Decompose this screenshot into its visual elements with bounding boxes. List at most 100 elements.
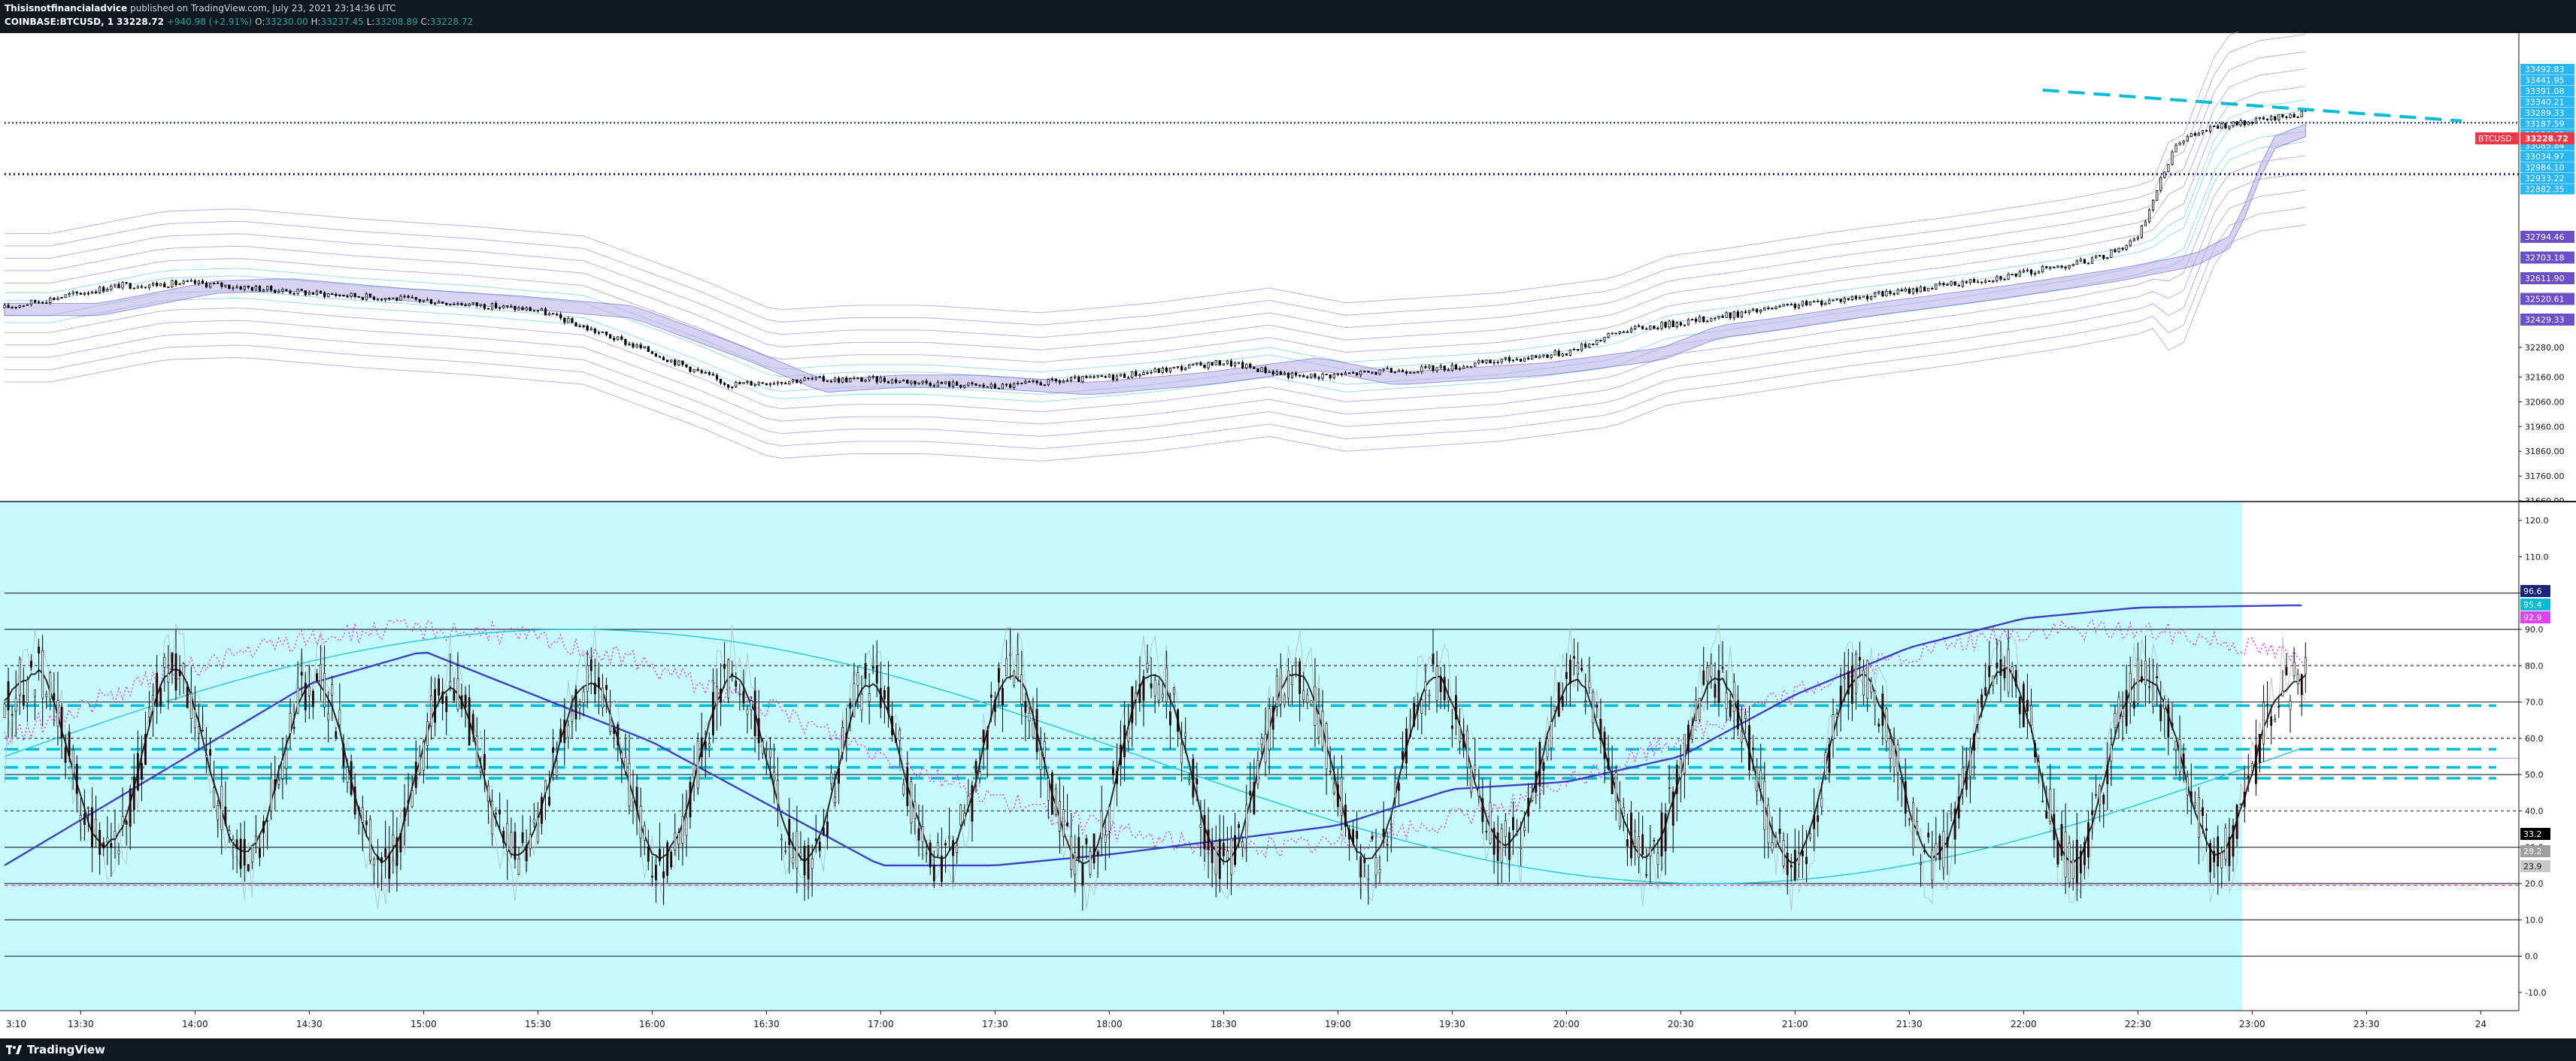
last-price: 33228.72 — [117, 17, 165, 27]
candle-body — [2159, 177, 2162, 191]
candle-body — [384, 298, 387, 301]
oscillator-candle — [1039, 726, 1042, 799]
oscillator-candle — [129, 784, 132, 850]
oscillator-candle — [239, 822, 242, 878]
candle-body — [735, 382, 738, 387]
price-candle — [1835, 299, 1838, 302]
candle-body — [1923, 850, 1926, 852]
candle-body — [1382, 829, 1385, 837]
price-candle — [1611, 332, 1614, 335]
candle-body — [586, 665, 589, 692]
price-candle — [2102, 254, 2105, 260]
oscillator-candle — [1035, 687, 1038, 760]
candle-body — [2041, 800, 2044, 802]
time-axis[interactable]: 3:10 13:30 14:00 14:30 15:00 15:30 16:00 16:30 1… — [0, 1010, 2576, 1038]
price-candle — [1409, 371, 1412, 374]
candle-body — [159, 687, 162, 707]
candle-body — [1988, 665, 1991, 678]
candle-body — [1946, 837, 1949, 847]
candle-body — [1474, 765, 1477, 771]
candle-body — [1809, 833, 1812, 838]
candle-body — [2106, 765, 2109, 784]
price-candle — [41, 302, 44, 305]
time-tick-label: 23:00 — [2239, 1019, 2265, 1029]
candle-body — [471, 714, 474, 735]
candle-body — [2182, 753, 2185, 769]
oscillator-candle — [1916, 807, 1918, 836]
oscillator-candle — [1336, 768, 1339, 817]
oscillator-candle — [1786, 833, 1789, 895]
candle-body — [700, 370, 703, 373]
candle-body — [1435, 367, 1438, 371]
price-candle — [1302, 373, 1305, 377]
candle-body — [1870, 681, 1873, 693]
candle-body — [692, 764, 696, 778]
oscillator-candle — [662, 847, 665, 905]
oscillator-candle — [1226, 826, 1229, 890]
oscillator-candle — [95, 796, 98, 848]
candle-body — [1341, 777, 1343, 816]
price-pane[interactable] — [0, 32, 2519, 502]
oscillator-candle — [952, 835, 955, 884]
oscillator-candle — [1504, 813, 1507, 856]
oscillator-candle — [56, 671, 59, 746]
candle-body — [1089, 376, 1092, 378]
candle-body — [45, 302, 48, 304]
candle-body — [647, 846, 650, 862]
candle-body — [239, 286, 242, 290]
candle-body — [71, 291, 74, 295]
candle-body — [1047, 379, 1050, 386]
candle-body — [1630, 812, 1632, 859]
oscillator-candle — [1611, 745, 1614, 795]
oscillator-candle — [1832, 698, 1835, 758]
price-candle — [1192, 363, 1195, 366]
candle-body — [532, 819, 535, 823]
candle-body — [1531, 792, 1534, 801]
candle-body — [1302, 375, 1305, 377]
author-name[interactable]: Thisisnotfinancialadvice — [5, 3, 128, 14]
candle-body — [895, 738, 898, 743]
candle-body — [3, 305, 6, 308]
candle-body — [1466, 365, 1469, 368]
candle-body — [395, 837, 399, 866]
candle-body — [2141, 676, 2143, 682]
oscillator-candle — [1603, 726, 1606, 784]
candle-body — [186, 280, 189, 283]
oscillator-candle — [1207, 807, 1210, 879]
oscillator-candle — [1245, 784, 1248, 862]
candle-body — [1332, 783, 1335, 794]
candle-body — [2007, 274, 2010, 280]
candle-body — [1889, 290, 1892, 294]
candle-body — [399, 296, 402, 301]
candle-body — [670, 359, 673, 362]
chart-canvas[interactable]: 31660.0031760.0031860.0031960.0032060.00… — [0, 32, 2576, 1038]
candle-body — [2255, 744, 2257, 784]
price-candle — [1017, 380, 1020, 386]
candle-body — [738, 693, 741, 695]
price-candle — [2068, 264, 2071, 270]
candle-body — [742, 690, 745, 704]
candle-body — [2132, 238, 2135, 241]
price-candle — [1081, 376, 1084, 383]
price-candle — [2262, 116, 2265, 120]
symbol-name[interactable]: COINBASE:BTCUSD, 1 — [5, 17, 114, 27]
candle-body — [285, 749, 288, 769]
oscillator-axis[interactable]: -10.00.010.020.030.040.050.060.070.080.0… — [2518, 502, 2576, 1011]
candle-body — [1074, 852, 1077, 875]
oscillator-candle — [643, 821, 646, 856]
tradingview-logo[interactable]: TradingView — [6, 1043, 105, 1056]
candle-body — [2147, 209, 2151, 223]
candle-body — [45, 693, 48, 697]
price-candle — [1683, 324, 1686, 327]
price-candle — [147, 283, 151, 290]
oscillator-pane[interactable] — [0, 502, 2519, 1011]
price-candle — [1470, 365, 1473, 368]
price-candle — [1085, 374, 1088, 379]
price-axis[interactable]: 31660.0031760.0031860.0031960.0032060.00… — [2475, 33, 2576, 506]
candle-body — [1641, 834, 1644, 855]
candle-body — [2232, 825, 2235, 857]
price-candle — [1904, 286, 1907, 292]
candle-body — [1131, 686, 1134, 723]
candle-body — [2132, 701, 2135, 709]
candle-body — [1496, 832, 1499, 861]
